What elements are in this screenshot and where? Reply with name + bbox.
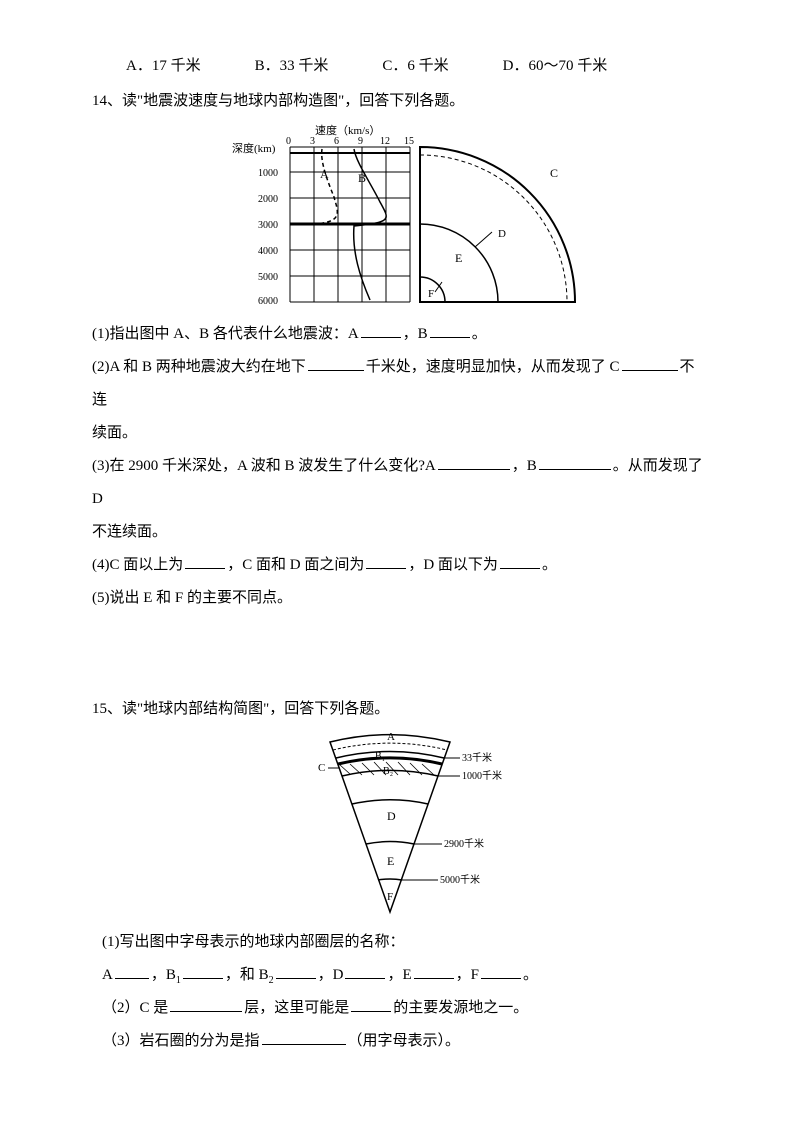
svg-text:5000: 5000 [258,272,278,283]
q15-p1b: A，B1，和 B2，D，E，F。 [92,959,708,992]
svg-text:F: F [387,891,393,903]
svg-text:33千米: 33千米 [462,751,492,764]
svg-text:1000: 1000 [258,168,278,179]
q14-stem: 14、读"地震波速度与地球内部构造图"，回答下列各题。 [92,85,708,118]
option-c: C．6 千米 [382,50,448,83]
svg-text:C: C [318,762,325,774]
svg-text:E: E [455,251,462,265]
svg-text:A: A [320,167,329,181]
q14-p4: (4)C 面以上为，C 面和 D 面之间为，D 面以下为。 [92,549,708,582]
svg-text:2900千米: 2900千米 [444,837,484,850]
seismic-wave-diagram: 速度（km/s） 深度(km) 0 3 6 9 12 15 1000 2000 … [220,122,580,312]
q14-p5: (5)说出 E 和 F 的主要不同点。 [92,582,708,615]
x-axis-label: 速度（km/s） [315,123,380,137]
svg-text:D: D [498,228,506,240]
q14-p3: (3)在 2900 千米深处，A 波和 B 波发生了什么变化?A，B。从而发现了… [92,450,708,516]
q14-p1: (1)指出图中 A、B 各代表什么地震波：A，B。 [92,318,708,351]
option-d: D．60～70 千米 [503,50,608,83]
svg-text:0: 0 [286,136,291,147]
svg-text:12: 12 [380,136,390,147]
q14-p2b: 续面。 [92,417,708,450]
q14-p2: (2)A 和 B 两种地震波大约在地下千米处，速度明显加快，从而发现了 C不连 [92,351,708,417]
svg-text:B₂: B₂ [383,766,393,777]
svg-text:1000千米: 1000千米 [462,769,502,782]
svg-text:A: A [387,731,395,743]
q14-diagram: 速度（km/s） 深度(km) 0 3 6 9 12 15 1000 2000 … [92,122,708,312]
svg-text:D: D [387,809,396,823]
q15-p3: （3）岩石圈的分为是指（用字母表示）。 [92,1025,708,1058]
prior-question-options: A．17 千米 B．33 千米 C．6 千米 D．60～70 千米 [92,50,708,83]
svg-text:4000: 4000 [258,246,278,257]
svg-text:6: 6 [334,136,339,147]
svg-text:B₁: B₁ [375,751,385,762]
svg-text:E: E [387,854,394,868]
svg-text:3: 3 [310,136,315,147]
svg-text:5000千米: 5000千米 [440,873,480,886]
q15-p2: （2）C 是层，这里可能是的主要发源地之一。 [92,992,708,1025]
svg-text:15: 15 [404,136,414,147]
q15-diagram: A B₁ B₂ C D E F 33千米 1000千米 2900千米 5000千… [92,730,708,920]
option-b: B．33 千米 [255,50,329,83]
earth-wedge-diagram: A B₁ B₂ C D E F 33千米 1000千米 2900千米 5000千… [270,730,530,920]
svg-text:6000: 6000 [258,296,278,307]
svg-text:B: B [358,171,366,185]
q14-p3b: 不连续面。 [92,516,708,549]
q15-p1a: (1)写出图中字母表示的地球内部圈层的名称： [92,926,708,959]
svg-text:F: F [428,288,434,300]
svg-text:9: 9 [358,136,363,147]
svg-text:3000: 3000 [258,220,278,231]
q15-stem: 15、读"地球内部结构简图"，回答下列各题。 [92,693,708,726]
svg-text:C: C [550,166,558,180]
option-a: A．17 千米 [126,50,201,83]
svg-text:2000: 2000 [258,194,278,205]
y-axis-label: 深度(km) [232,141,276,155]
